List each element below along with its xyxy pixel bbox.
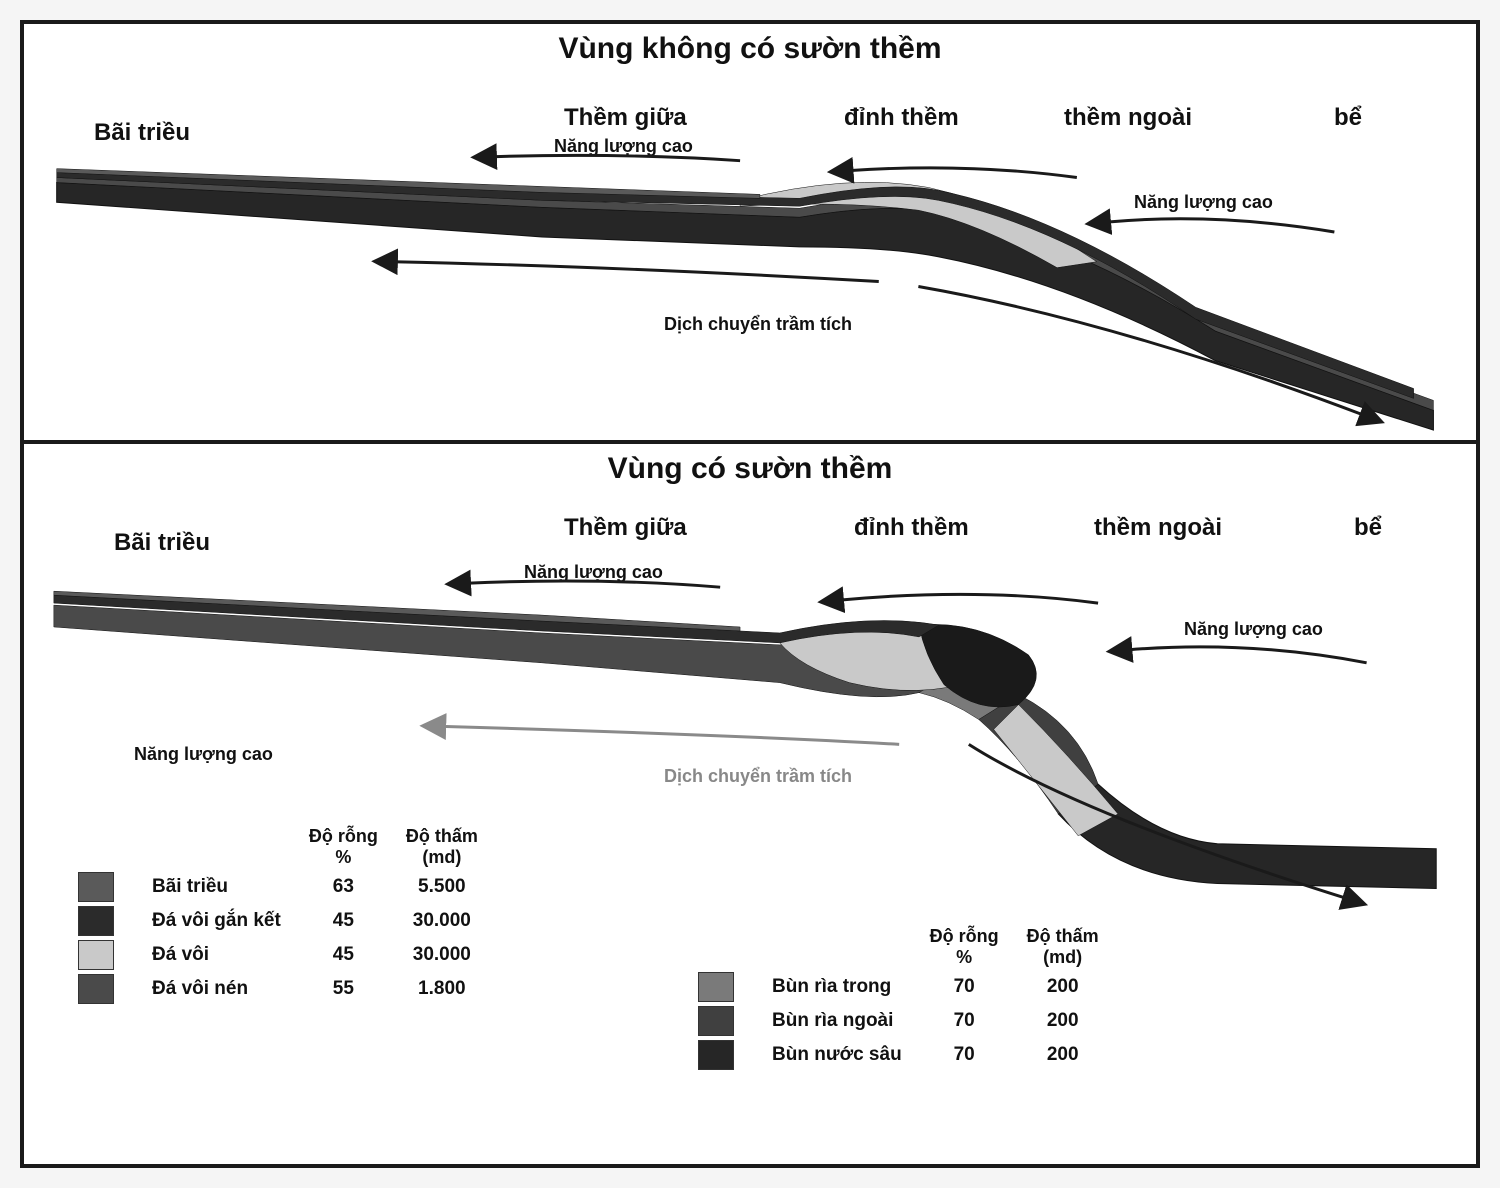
swatch-lime	[78, 940, 114, 970]
arrow2-energy-left-crest	[840, 594, 1099, 603]
arrow-sediment-left	[393, 262, 878, 282]
arrow-energy-left-2	[849, 168, 1077, 178]
legend-row: Bãi triều 63 5.500	[64, 870, 492, 904]
legend-row: Đá vôi 45 30.000	[64, 938, 492, 972]
legend-row: Bùn rìa trong 70 200	[684, 970, 1113, 1004]
swatch-bound-lime	[78, 906, 114, 936]
zone2-bai-trieu: Bãi triều	[114, 529, 210, 557]
cross-section-svg-1	[24, 24, 1476, 440]
panel1-title: Vùng không có sườn thềm	[558, 32, 941, 66]
layer2-inner-mud	[919, 665, 1018, 720]
arrow2-sediment-right	[969, 744, 1347, 898]
zone2-be: bể	[1354, 514, 1382, 542]
layer2-bound-lime-left	[54, 595, 939, 643]
zone2-them-giua: Thềm giữa	[564, 514, 687, 542]
arrow2-energy-right	[1128, 647, 1367, 663]
layer2-outer-mud	[979, 695, 1098, 814]
swatch-tidal-flat	[78, 872, 114, 902]
layer2-tidal-flat	[54, 591, 740, 631]
legend-left-table: Độ rỗng% Độ thấm(md) Bãi triều 63 5.500 …	[64, 824, 492, 1006]
layer2-deep-mud	[1058, 784, 1436, 888]
label-energy-high-1: Năng lượng cao	[554, 136, 693, 157]
layer2-bound-lime	[919, 624, 1036, 707]
label2-energy-high-1: Năng lượng cao	[524, 562, 663, 583]
panel-without-slope: Vùng không có sườn thềm Bãi triều Thềm g…	[24, 24, 1476, 444]
legend-right-table: Độ rỗng% Độ thấm(md) Bùn rìa trong 70 20…	[684, 924, 1113, 1072]
swatch-packed-lime	[78, 974, 114, 1004]
label-sediment-transport: Dịch chuyển trầm tích	[664, 314, 852, 335]
legend-right: Độ rỗng% Độ thấm(md) Bùn rìa trong 70 20…	[684, 924, 1113, 1072]
arrow2-sediment-left	[442, 726, 899, 744]
swatch-inner-mud	[698, 972, 734, 1002]
label2-energy-high-3: Năng lượng cao	[134, 744, 273, 765]
zone2-them-ngoai: thềm ngoài	[1094, 514, 1222, 542]
layer2-lime	[780, 624, 981, 690]
legend-left-h-porosity: Độ rỗng%	[295, 824, 392, 870]
label-energy-high-2: Năng lượng cao	[1134, 192, 1273, 213]
legend-row: Bùn rìa ngoài 70 200	[684, 1004, 1113, 1038]
zone-them-ngoai: thềm ngoài	[1064, 104, 1192, 132]
layer2-packed-lime	[54, 605, 946, 697]
zone-be: bể	[1334, 104, 1362, 132]
arrow-energy-right	[1107, 219, 1335, 232]
label2-energy-high-2: Năng lượng cao	[1184, 619, 1323, 640]
zone-them-giua: Thềm giữa	[564, 104, 687, 132]
layer-lime	[740, 182, 1097, 267]
panel2-title: Vùng có sườn thềm	[608, 452, 893, 486]
layer2-slope-strip	[994, 705, 1118, 836]
zone-dinh-them: đỉnh thềm	[844, 104, 959, 132]
legend-right-h-perm: Độ thấm(md)	[1013, 924, 1113, 970]
zone-bai-trieu: Bãi triều	[94, 119, 190, 147]
legend-left-h-perm: Độ thấm(md)	[392, 824, 492, 870]
legend-left: Độ rỗng% Độ thấm(md) Bãi triều 63 5.500 …	[64, 824, 492, 1006]
legend-row: Đá vôi nén 55 1.800	[64, 972, 492, 1006]
layer-tidal-flat	[57, 169, 760, 199]
arrow-sediment-right	[918, 286, 1364, 415]
label2-sediment-transport: Dịch chuyển trầm tích	[664, 766, 852, 787]
layer-deep-mud	[57, 182, 1434, 430]
swatch-outer-mud	[698, 1006, 734, 1036]
legend-row: Đá vôi gắn kết 45 30.000	[64, 904, 492, 938]
panel-with-slope: Vùng có sườn thềm Bãi triều Thềm giữa đỉ…	[24, 444, 1476, 1164]
zone2-dinh-them: đỉnh thềm	[854, 514, 969, 542]
swatch-deep-mud	[698, 1040, 734, 1070]
legend-row: Bùn nước sâu 70 200	[684, 1038, 1113, 1072]
figure-frame: Vùng không có sườn thềm Bãi triều Thềm g…	[20, 20, 1480, 1168]
legend-right-h-porosity: Độ rỗng%	[916, 924, 1013, 970]
